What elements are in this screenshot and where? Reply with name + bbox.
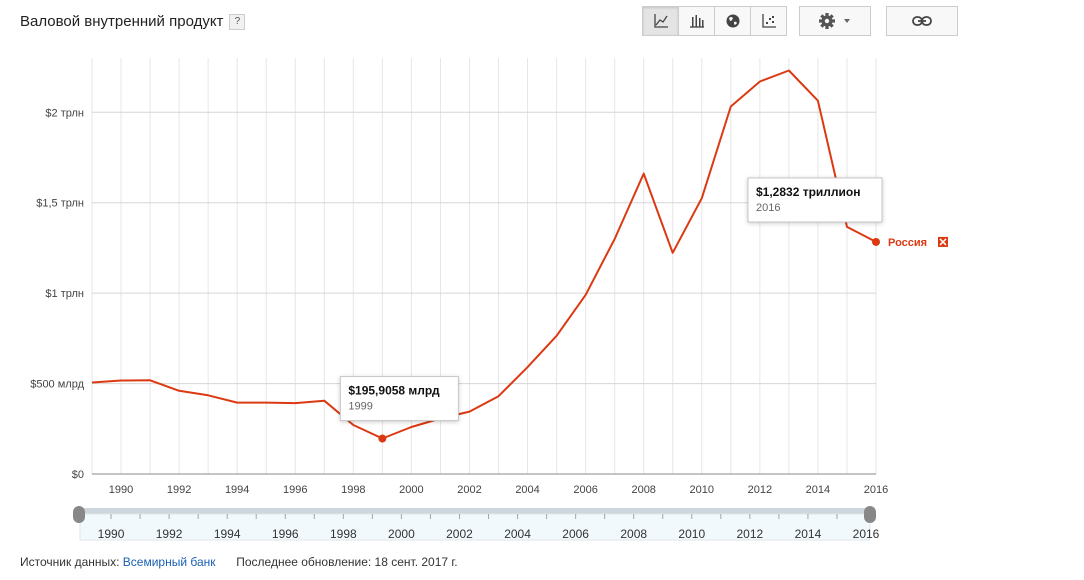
chart-title: Валовой внутренний продукт (20, 13, 224, 30)
y-tick-label: $2 трлн (45, 107, 84, 119)
page-title: Валовой внутренний продукт? (20, 13, 246, 31)
x-tick-label: 2010 (690, 484, 714, 496)
range-slider-label: 2016 (853, 527, 880, 541)
source-link[interactable]: Всемирный банк (122, 555, 216, 569)
y-tick-label: $500 млрд (30, 379, 84, 391)
tooltip-box (747, 177, 883, 223)
x-tick-label: 2002 (457, 484, 481, 496)
data-point-highlight[interactable] (378, 434, 387, 443)
range-slider-label: 2010 (678, 527, 705, 541)
link-icon (912, 16, 932, 26)
range-slider-label: 1992 (156, 527, 183, 541)
close-icon[interactable] (939, 238, 947, 246)
link-button[interactable] (886, 6, 958, 36)
range-slider-label: 2014 (795, 527, 822, 541)
x-tick-label: 2006 (573, 484, 597, 496)
x-tick-label: 1998 (341, 484, 365, 496)
x-tick-label: 2014 (806, 484, 830, 496)
x-tick-label: 1996 (283, 484, 307, 496)
tooltip-value: $1,2832 триллион (756, 185, 861, 199)
x-tick-label: 2012 (748, 484, 772, 496)
tooltip-box (339, 376, 459, 422)
tooltip-value: $195,9058 млрд (348, 384, 440, 398)
bar-chart-button[interactable] (678, 6, 715, 36)
line-chart-icon (653, 14, 668, 28)
x-tick-label: 1992 (167, 484, 191, 496)
y-tick-label: $0 (72, 469, 84, 481)
y-tick-label: $1 трлн (45, 288, 84, 300)
range-slider-label: 1998 (330, 527, 357, 541)
range-slider-handle-right[interactable] (864, 506, 876, 523)
gear-icon (819, 13, 850, 29)
x-tick-label: 2008 (631, 484, 655, 496)
series-line-russia[interactable] (91, 69, 877, 440)
range-slider-label: 2012 (737, 527, 764, 541)
last-updated: Последнее обновление: 18 сент. 2017 г. (236, 555, 458, 569)
scatter-plot-icon (761, 14, 776, 28)
legend-label-russia[interactable]: Россия (888, 237, 927, 249)
scatter-chart-button[interactable] (750, 6, 787, 36)
chevron-down-icon (844, 19, 850, 23)
footer-source: Источник данных: Всемирный банк Последне… (20, 555, 458, 569)
bar-chart-icon (689, 15, 704, 28)
range-slider-label: 1990 (98, 527, 125, 541)
range-slider-track (80, 508, 870, 514)
range-slider-label: 2000 (388, 527, 415, 541)
settings-button[interactable] (799, 6, 871, 36)
x-tick-label: 1990 (109, 484, 133, 496)
tooltip-year: 2016 (756, 202, 780, 214)
tooltip-year: 1999 (348, 401, 372, 413)
x-tick-label: 2016 (864, 484, 888, 496)
y-tick-label: $1,5 трлн (36, 198, 84, 210)
data-point-highlight[interactable] (872, 237, 880, 246)
range-slider-handle-left[interactable] (73, 506, 85, 523)
chart-type-toolbar (642, 6, 787, 36)
range-slider-label: 2006 (562, 527, 589, 541)
x-tick-label: 2004 (515, 484, 539, 496)
source-label: Источник данных: (20, 555, 120, 569)
range-slider-label: 1994 (214, 527, 241, 541)
x-tick-label: 1994 (225, 484, 249, 496)
range-slider-label: 1996 (272, 527, 299, 541)
help-icon[interactable]: ? (229, 14, 246, 31)
range-slider-label: 2004 (504, 527, 531, 541)
x-tick-label: 2000 (399, 484, 423, 496)
globe-icon (726, 14, 739, 28)
range-slider-label: 2002 (446, 527, 473, 541)
range-slider[interactable] (79, 513, 871, 541)
range-slider-label: 2008 (620, 527, 647, 541)
